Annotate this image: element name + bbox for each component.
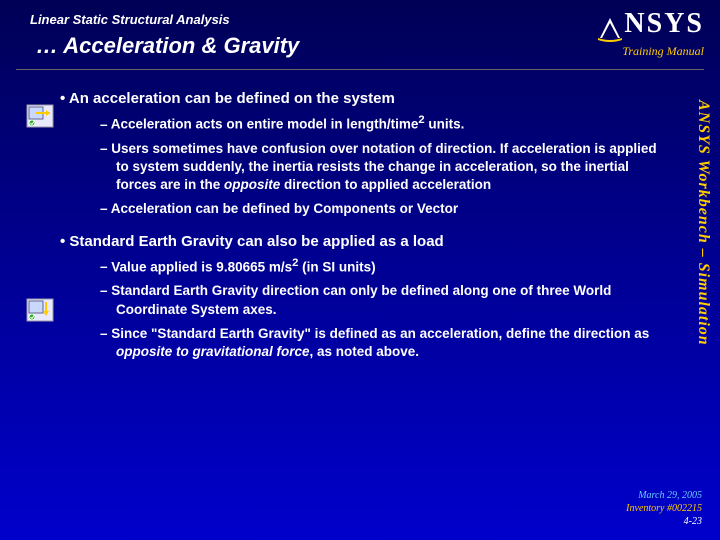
emphasis-opposite-grav: opposite to gravitational force: [116, 344, 310, 359]
slide-footer: March 29, 2005 Inventory #002215 4-23: [626, 489, 702, 528]
ansys-logo: NSYS: [596, 8, 704, 42]
bullet-gravity-axes: Standard Earth Gravity direction can onl…: [100, 282, 660, 318]
slide-header: Linear Static Structural Analysis … Acce…: [0, 0, 720, 63]
footer-date: March 29, 2005: [626, 489, 702, 502]
bullet-gravity-value: Value applied is 9.80665 m/s2 (in SI uni…: [100, 256, 660, 277]
bullet-accel-units: Acceleration acts on entire model in len…: [100, 113, 660, 134]
header-pretitle: Linear Static Structural Analysis: [30, 12, 690, 27]
logo-swoosh-icon: [596, 14, 624, 42]
gravity-box-icon: [26, 298, 54, 322]
bullet-accel-components: Acceleration can be defined by Component…: [100, 200, 660, 218]
bullet-gravity-opposite: Since "Standard Earth Gravity" is define…: [100, 325, 660, 361]
footer-page: 4-23: [626, 515, 702, 528]
bullet-accel-direction: Users sometimes have confusion over nota…: [100, 140, 660, 195]
manual-label: Training Manual: [596, 44, 704, 59]
logo-block: NSYS Training Manual: [596, 8, 704, 59]
slide-content: An acceleration can be defined on the sy…: [0, 70, 720, 377]
bullet-gravity: Standard Earth Gravity can also be appli…: [60, 233, 660, 250]
bullet-accel: An acceleration can be defined on the sy…: [60, 90, 660, 107]
emphasis-opposite: opposite: [224, 177, 280, 192]
accel-box-icon: [26, 104, 54, 128]
logo-text: NSYS: [624, 8, 704, 39]
header-title: … Acceleration & Gravity: [36, 33, 690, 59]
footer-inventory: Inventory #002215: [626, 502, 702, 515]
